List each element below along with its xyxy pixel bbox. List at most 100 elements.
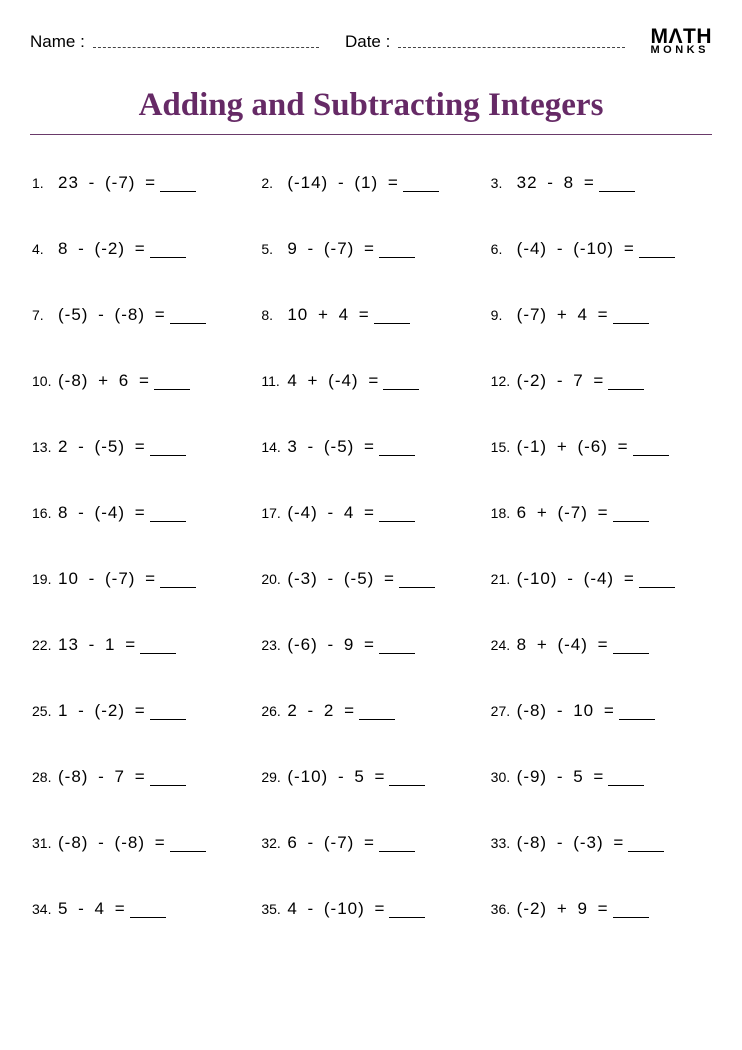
answer-blank[interactable] bbox=[150, 521, 186, 522]
problem: 19.10 - (-7) = bbox=[32, 569, 253, 589]
problem-expression: 1 - (-2) = bbox=[58, 701, 146, 721]
problem-expression: (-8) - 10 = bbox=[517, 701, 615, 721]
problem-number: 33. bbox=[491, 835, 517, 851]
answer-blank[interactable] bbox=[150, 719, 186, 720]
answer-blank[interactable] bbox=[160, 191, 196, 192]
problem-number: 32. bbox=[261, 835, 287, 851]
answer-blank[interactable] bbox=[613, 917, 649, 918]
name-input-line[interactable] bbox=[93, 36, 319, 48]
answer-blank[interactable] bbox=[389, 917, 425, 918]
problem-expression: (-10) - 5 = bbox=[287, 767, 385, 787]
name-label: Name : bbox=[30, 32, 85, 52]
problem: 20.(-3) - (-5) = bbox=[261, 569, 482, 589]
answer-blank[interactable] bbox=[150, 785, 186, 786]
answer-blank[interactable] bbox=[154, 389, 190, 390]
problem-expression: 3 - (-5) = bbox=[287, 437, 375, 457]
worksheet-title: Adding and Subtracting Integers bbox=[30, 87, 712, 134]
problem: 24.8 + (-4) = bbox=[491, 635, 712, 655]
problems-grid: 1.23 - (-7) =2.(-14) - (1) =3.32 - 8 =4.… bbox=[30, 163, 712, 919]
problem-expression: 10 - (-7) = bbox=[58, 569, 156, 589]
problem: 36.(-2) + 9 = bbox=[491, 899, 712, 919]
answer-blank[interactable] bbox=[633, 455, 669, 456]
answer-blank[interactable] bbox=[613, 323, 649, 324]
problem-expression: 8 - (-4) = bbox=[58, 503, 146, 523]
answer-blank[interactable] bbox=[619, 719, 655, 720]
answer-blank[interactable] bbox=[170, 851, 206, 852]
date-label: Date : bbox=[345, 32, 390, 52]
problem-expression: (-4) - 4 = bbox=[287, 503, 375, 523]
problem-expression: (-8) - (-8) = bbox=[58, 833, 166, 853]
answer-blank[interactable] bbox=[130, 917, 166, 918]
answer-blank[interactable] bbox=[379, 455, 415, 456]
answer-blank[interactable] bbox=[399, 587, 435, 588]
problem-number: 3. bbox=[491, 175, 517, 191]
problem-number: 10. bbox=[32, 373, 58, 389]
problem: 12.(-2) - 7 = bbox=[491, 371, 712, 391]
answer-blank[interactable] bbox=[639, 257, 675, 258]
header-row: Name : Date : MΛTH MONKS bbox=[30, 28, 712, 55]
problem-expression: (-6) - 9 = bbox=[287, 635, 375, 655]
answer-blank[interactable] bbox=[374, 323, 410, 324]
problem-expression: 2 - (-5) = bbox=[58, 437, 146, 457]
problem: 33.(-8) - (-3) = bbox=[491, 833, 712, 853]
problem-number: 14. bbox=[261, 439, 287, 455]
problem: 28.(-8) - 7 = bbox=[32, 767, 253, 787]
problem-expression: (-14) - (1) = bbox=[287, 173, 398, 193]
answer-blank[interactable] bbox=[170, 323, 206, 324]
answer-blank[interactable] bbox=[379, 851, 415, 852]
problem-expression: (-2) + 9 = bbox=[517, 899, 609, 919]
problem-expression: 10 + 4 = bbox=[287, 305, 369, 325]
answer-blank[interactable] bbox=[379, 521, 415, 522]
problem-expression: 5 - 4 = bbox=[58, 899, 126, 919]
answer-blank[interactable] bbox=[383, 389, 419, 390]
date-input-line[interactable] bbox=[398, 36, 624, 48]
logo: MΛTH MONKS bbox=[651, 28, 713, 55]
answer-blank[interactable] bbox=[140, 653, 176, 654]
problem-number: 13. bbox=[32, 439, 58, 455]
problem: 11.4 + (-4) = bbox=[261, 371, 482, 391]
answer-blank[interactable] bbox=[389, 785, 425, 786]
problem-number: 2. bbox=[261, 175, 287, 191]
problem-number: 12. bbox=[491, 373, 517, 389]
problem: 31.(-8) - (-8) = bbox=[32, 833, 253, 853]
problem-number: 20. bbox=[261, 571, 287, 587]
answer-blank[interactable] bbox=[599, 191, 635, 192]
problem-expression: (-3) - (-5) = bbox=[287, 569, 395, 589]
problem: 35.4 - (-10) = bbox=[261, 899, 482, 919]
problem: 16.8 - (-4) = bbox=[32, 503, 253, 523]
answer-blank[interactable] bbox=[359, 719, 395, 720]
problem: 3.32 - 8 = bbox=[491, 173, 712, 193]
answer-blank[interactable] bbox=[379, 653, 415, 654]
answer-blank[interactable] bbox=[639, 587, 675, 588]
problem-expression: 4 - (-10) = bbox=[287, 899, 385, 919]
problem: 17.(-4) - 4 = bbox=[261, 503, 482, 523]
answer-blank[interactable] bbox=[608, 785, 644, 786]
answer-blank[interactable] bbox=[150, 455, 186, 456]
answer-blank[interactable] bbox=[613, 521, 649, 522]
problem-expression: 2 - 2 = bbox=[287, 701, 355, 721]
problem-number: 30. bbox=[491, 769, 517, 785]
problem-number: 29. bbox=[261, 769, 287, 785]
answer-blank[interactable] bbox=[379, 257, 415, 258]
problem: 7.(-5) - (-8) = bbox=[32, 305, 253, 325]
problem-number: 23. bbox=[261, 637, 287, 653]
problem: 13.2 - (-5) = bbox=[32, 437, 253, 457]
answer-blank[interactable] bbox=[150, 257, 186, 258]
answer-blank[interactable] bbox=[613, 653, 649, 654]
problem: 8.10 + 4 = bbox=[261, 305, 482, 325]
problem-expression: 4 + (-4) = bbox=[287, 371, 379, 391]
problem-number: 28. bbox=[32, 769, 58, 785]
problem-number: 6. bbox=[491, 241, 517, 257]
problem-number: 8. bbox=[261, 307, 287, 323]
problem-number: 19. bbox=[32, 571, 58, 587]
answer-blank[interactable] bbox=[628, 851, 664, 852]
problem: 26.2 - 2 = bbox=[261, 701, 482, 721]
answer-blank[interactable] bbox=[160, 587, 196, 588]
answer-blank[interactable] bbox=[608, 389, 644, 390]
problem-number: 21. bbox=[491, 571, 517, 587]
logo-bottom: MONKS bbox=[651, 46, 713, 55]
problem: 29.(-10) - 5 = bbox=[261, 767, 482, 787]
answer-blank[interactable] bbox=[403, 191, 439, 192]
problem-expression: 32 - 8 = bbox=[517, 173, 595, 193]
title-rule bbox=[30, 134, 712, 135]
